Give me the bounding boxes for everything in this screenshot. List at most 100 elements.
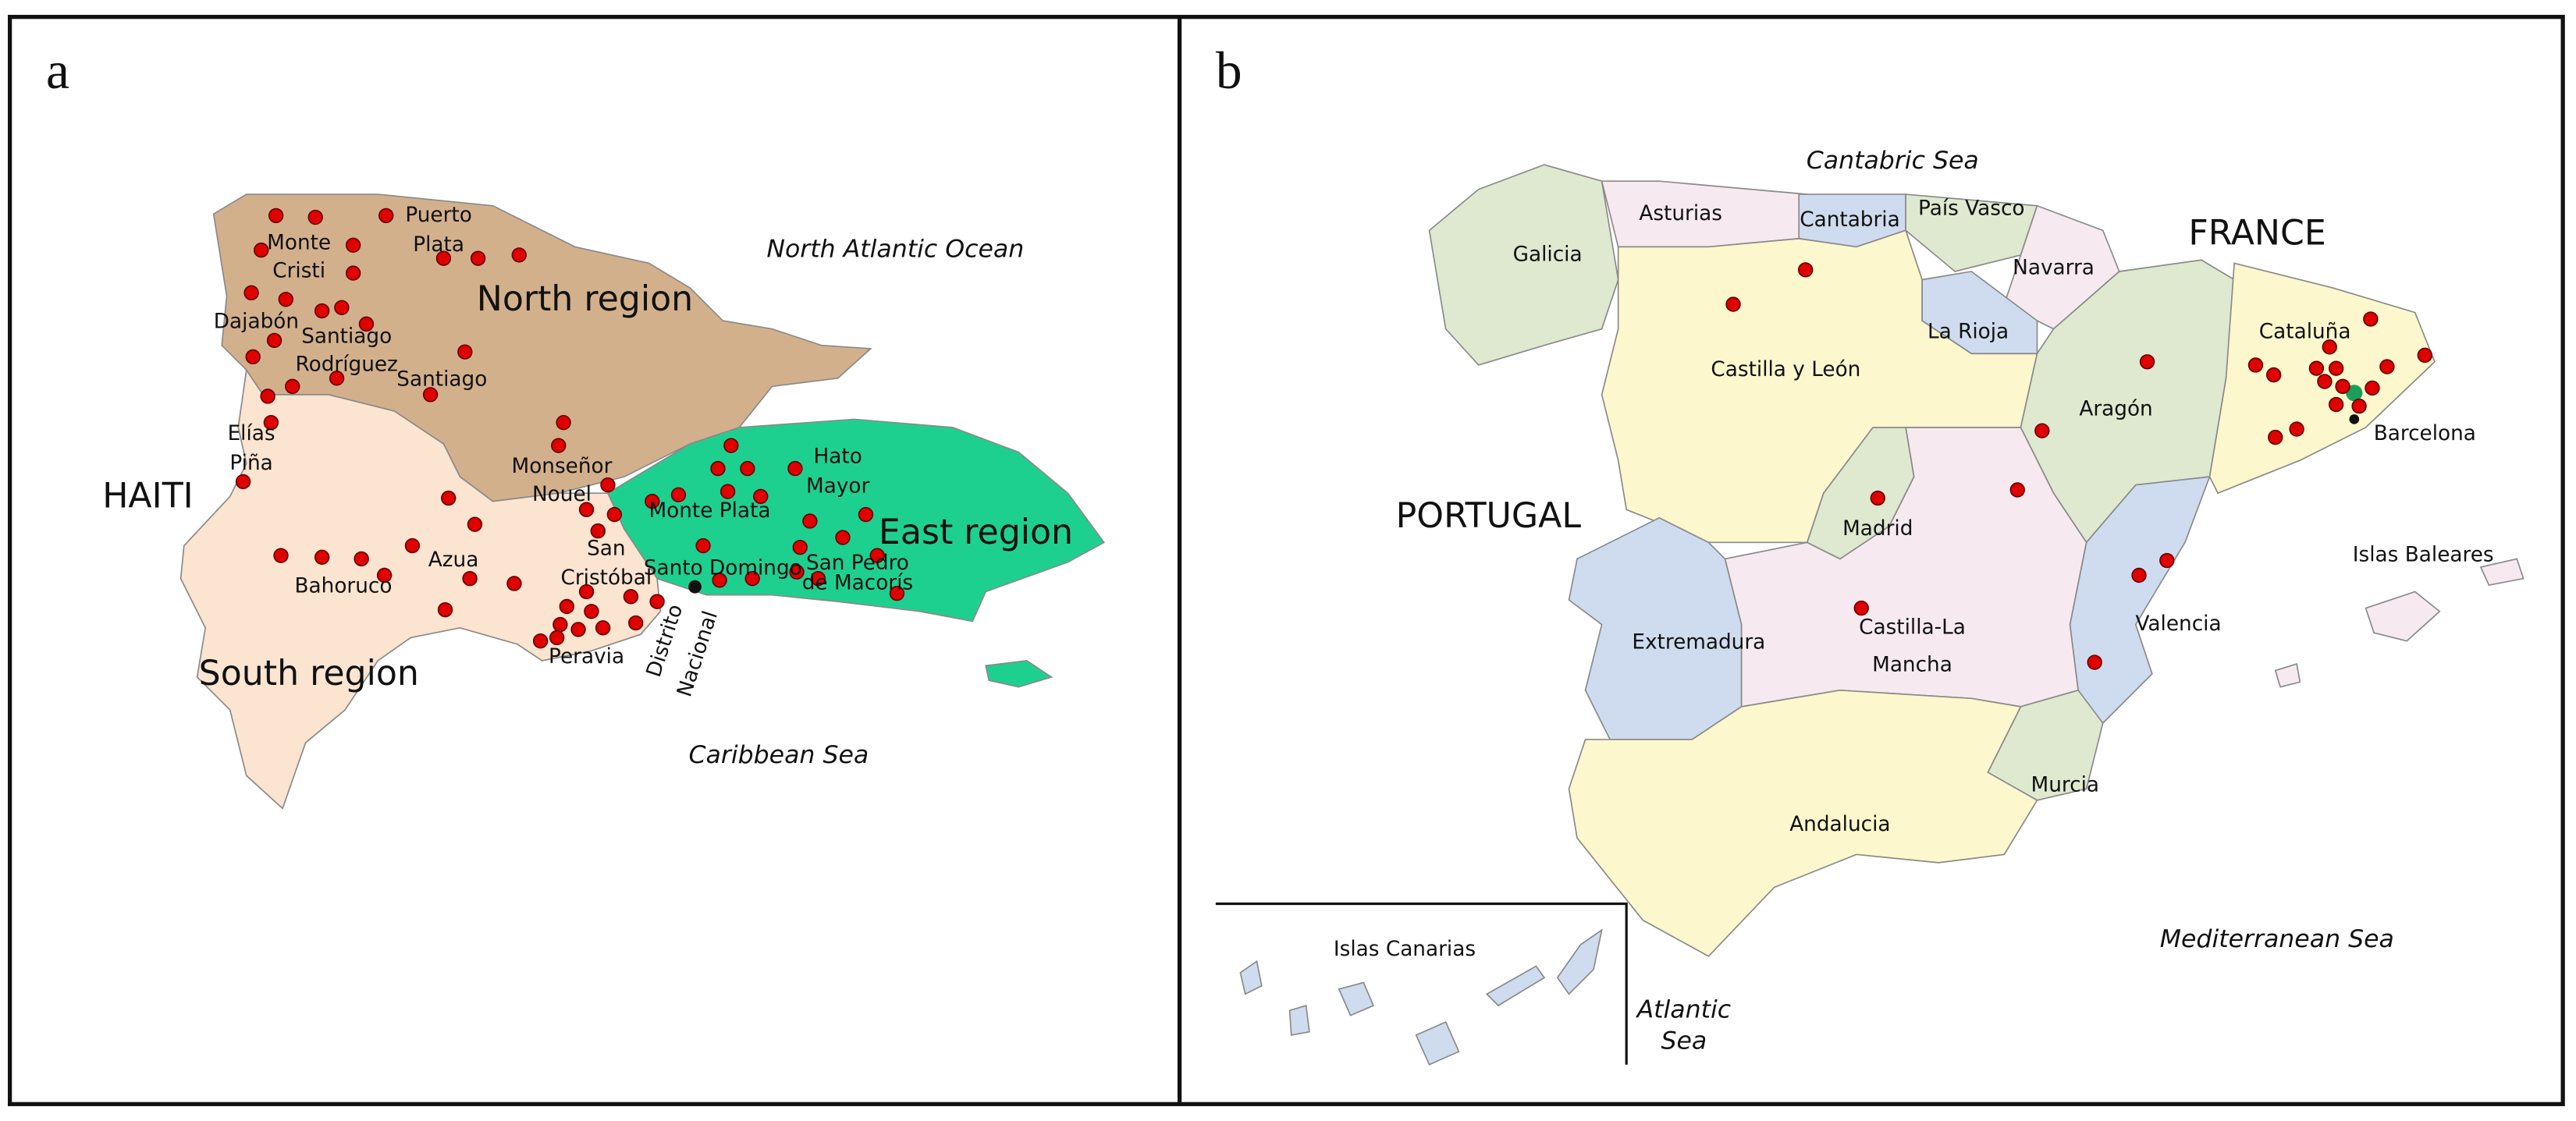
place-label: Monte Plata <box>648 499 770 523</box>
site-marker <box>551 438 567 453</box>
place-label: Santiago <box>396 367 487 391</box>
site-marker <box>235 474 251 490</box>
place-label: País Vasco <box>1918 197 2024 220</box>
saona-island <box>985 660 1053 688</box>
place-label: Navarra <box>2013 256 2095 279</box>
site-marker <box>2328 396 2344 413</box>
site-marker <box>345 265 361 281</box>
madrid-shape <box>1806 427 1915 560</box>
site-marker <box>263 414 279 431</box>
site-marker <box>2351 398 2367 414</box>
site-marker <box>2159 552 2175 569</box>
site-marker <box>645 494 660 509</box>
sea-label: Atlantic <box>1636 995 1732 1023</box>
site-marker <box>802 513 818 529</box>
capital-marker <box>2349 414 2360 424</box>
valencia-shape <box>2069 476 2211 724</box>
site-marker <box>470 250 486 266</box>
panel-label: b <box>1216 41 1242 100</box>
place-label: Mancha <box>1872 654 1952 677</box>
site-marker <box>2265 367 2282 383</box>
site-marker <box>268 208 284 224</box>
site-marker <box>2034 423 2050 438</box>
site-marker <box>378 208 394 224</box>
place-label: Murcia <box>2031 773 2099 796</box>
place-label: Aragón <box>2079 397 2152 420</box>
place-label: Galicia <box>1513 243 1583 266</box>
site-marker <box>467 516 483 532</box>
galicia-shape <box>1428 164 1619 366</box>
site-marker <box>273 548 289 563</box>
site-marker <box>600 477 616 493</box>
place-label: Castilla-La <box>1859 615 1966 639</box>
site-marker <box>789 564 805 580</box>
baleares-shape <box>2274 558 2524 688</box>
site-marker <box>720 484 736 499</box>
site-marker <box>578 502 595 517</box>
site-markers <box>1725 262 2433 670</box>
place-label: Castilla y León <box>1711 358 1860 381</box>
site-marker <box>422 387 439 403</box>
sea-label: North Atlantic Ocean <box>766 236 1024 264</box>
site-marker <box>710 460 726 477</box>
place-label: Madrid <box>1842 517 1913 541</box>
site-marker <box>556 414 571 431</box>
site-marker <box>307 209 323 225</box>
place-label: Asturias <box>1639 202 1722 225</box>
site-marker <box>435 250 452 266</box>
site-marker <box>511 247 527 263</box>
country-label: HAITI <box>102 477 194 516</box>
place-label: Cantabria <box>1800 208 1899 232</box>
site-marker <box>723 438 739 453</box>
site-marker <box>792 539 808 555</box>
site-marker <box>623 589 639 605</box>
place-label: Puerto <box>405 204 471 227</box>
place-label: Islas Canarias <box>1334 938 1476 961</box>
place-label: Valencia <box>2135 612 2221 636</box>
site-markers <box>235 208 905 649</box>
place-label: Monte <box>267 232 331 255</box>
site-marker <box>2268 429 2283 445</box>
site-marker <box>889 585 905 601</box>
site-marker <box>404 537 421 554</box>
site-marker <box>278 292 293 307</box>
site-marker <box>2365 380 2380 396</box>
site-marker <box>787 460 803 477</box>
place-label: Islas Baleares <box>2353 544 2494 567</box>
site-marker <box>744 570 760 587</box>
sea-label: Sea <box>1661 1027 1707 1055</box>
site-marker <box>712 573 727 588</box>
place-label: Barcelona <box>2374 422 2476 445</box>
place-label: Bahoruco <box>295 575 393 598</box>
site-marker <box>266 332 282 349</box>
region-label: East region <box>879 513 1073 552</box>
inset-frame <box>1215 902 1628 1065</box>
site-marker <box>553 616 568 633</box>
place-label: Santo Domingo <box>644 557 802 580</box>
site-marker <box>584 604 599 619</box>
site-marker <box>810 570 826 587</box>
site-marker <box>1853 600 1869 616</box>
place-label: de Macorís <box>802 571 913 594</box>
site-marker <box>457 344 473 360</box>
place-label: Santiago <box>301 325 392 349</box>
site-marker <box>314 549 330 565</box>
pais-vasco-shape <box>1905 193 2038 272</box>
place-label: Cristóbal <box>560 566 652 590</box>
site-marker <box>345 237 361 253</box>
site-marker <box>595 620 611 636</box>
place-label: Dajabón <box>214 310 299 334</box>
site-marker <box>358 316 375 332</box>
site-marker <box>260 388 275 404</box>
site-marker <box>285 378 300 395</box>
site-marker <box>858 506 874 523</box>
site-marker <box>441 490 457 506</box>
site-marker <box>506 576 522 591</box>
place-label: Nouel <box>532 483 592 506</box>
site-marker <box>2363 311 2379 327</box>
place-label: Azua <box>428 548 479 572</box>
site-marker <box>243 285 259 301</box>
place-label: San <box>587 537 625 560</box>
site-marker <box>2335 378 2350 395</box>
place-label: Peravia <box>549 645 624 669</box>
